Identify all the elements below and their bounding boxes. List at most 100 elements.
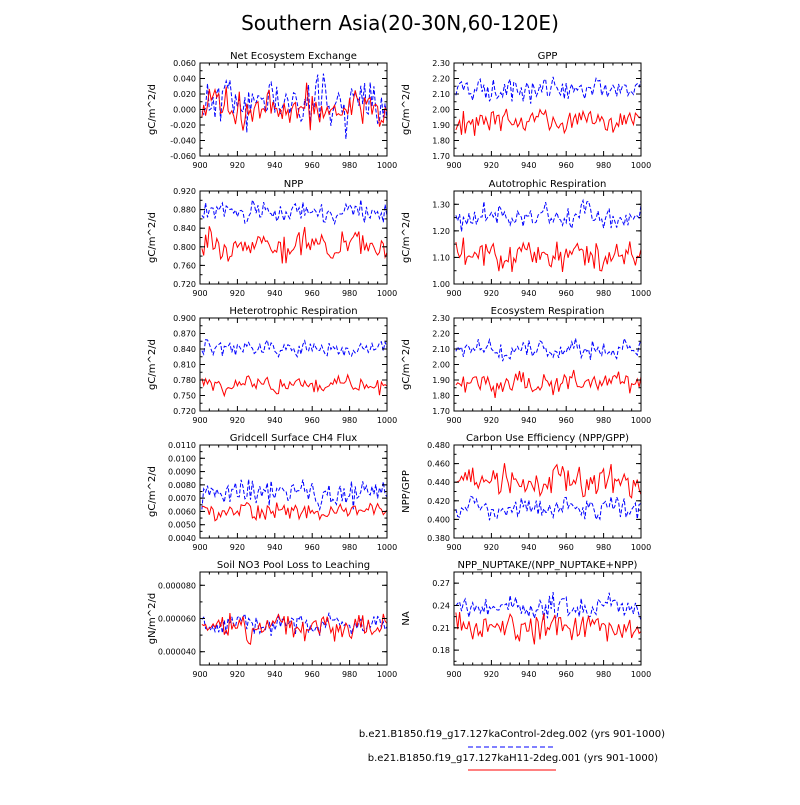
x-tick-label: 940 bbox=[267, 416, 282, 425]
y-tick-label: 0.0100 bbox=[168, 454, 196, 463]
x-tick-label: 920 bbox=[230, 543, 245, 552]
x-tick-label: 980 bbox=[342, 416, 357, 425]
y-tick-label: 1.00 bbox=[432, 280, 450, 289]
y-tick-label: 0.380 bbox=[427, 534, 450, 543]
legend-label-control: b.e21.B1850.f19_g17.127kaControl-2deg.00… bbox=[359, 729, 665, 740]
x-tick-label: 940 bbox=[521, 543, 536, 552]
y-tick-label: 0.720 bbox=[173, 407, 196, 416]
y-tick-label: 0.020 bbox=[173, 90, 196, 99]
panel-title: Ecosystem Respiration bbox=[491, 306, 605, 317]
x-tick-label: 920 bbox=[484, 161, 499, 170]
x-tick-label: 900 bbox=[192, 289, 207, 298]
x-tick-label: 920 bbox=[230, 416, 245, 425]
panel-4: Heterotrophic Respiration gC/m^2/d 900 920 9… bbox=[147, 306, 397, 425]
x-tick-label: 920 bbox=[230, 161, 245, 170]
plot-frame bbox=[453, 317, 642, 412]
x-tick-label: 920 bbox=[484, 289, 499, 298]
x-tick-label: 1000 bbox=[631, 543, 651, 552]
panel-title: Carbon Use Efficiency (NPP/GPP) bbox=[466, 433, 629, 444]
x-tick-label: 940 bbox=[267, 543, 282, 552]
y-tick-label: 1.80 bbox=[432, 137, 450, 146]
y-tick-label: 1.90 bbox=[432, 121, 450, 130]
x-tick-label: 960 bbox=[305, 543, 320, 552]
x-tick-label: 980 bbox=[596, 161, 611, 170]
x-tick-label: 900 bbox=[192, 670, 207, 679]
x-tick-label: 980 bbox=[342, 161, 357, 170]
series-line-h11 bbox=[455, 612, 642, 645]
panel-title: Gridcell Surface CH4 Flux bbox=[230, 433, 358, 444]
y-axis-title: gC/m^2/d bbox=[401, 212, 412, 263]
x-tick-label: 900 bbox=[446, 543, 461, 552]
y-axis-title: gC/m^2/d bbox=[147, 84, 158, 135]
x-tick-label: 960 bbox=[559, 161, 574, 170]
y-tick-label: 0.0070 bbox=[168, 494, 196, 503]
plot-frame bbox=[199, 444, 388, 539]
panel-6: Gridcell Surface CH4 Flux gC/m^2/d 900 920 9… bbox=[147, 433, 397, 552]
y-tick-label: -0.020 bbox=[170, 121, 196, 130]
x-tick-label: 1000 bbox=[377, 670, 397, 679]
y-tick-label: 0.800 bbox=[173, 243, 196, 252]
x-tick-label: 920 bbox=[230, 289, 245, 298]
series-line-h11 bbox=[455, 463, 642, 499]
series-line-h11 bbox=[201, 373, 388, 398]
series-line-control bbox=[201, 479, 388, 512]
y-tick-label: 0.400 bbox=[427, 515, 450, 524]
y-tick-label: 0.18 bbox=[432, 646, 450, 655]
panel-title: GPP bbox=[538, 51, 558, 62]
x-tick-label: 940 bbox=[521, 161, 536, 170]
panel-title: Net Ecosystem Exchange bbox=[230, 51, 357, 62]
y-tick-label: 0.900 bbox=[173, 314, 196, 323]
x-tick-label: 940 bbox=[521, 670, 536, 679]
x-tick-label: 980 bbox=[596, 416, 611, 425]
series-line-control bbox=[201, 338, 388, 358]
y-tick-label: 0.000060 bbox=[158, 615, 196, 624]
y-tick-label: 1.90 bbox=[432, 376, 450, 385]
y-tick-label: 1.70 bbox=[432, 152, 450, 161]
y-tick-label: 0.810 bbox=[173, 361, 196, 370]
x-tick-label: 940 bbox=[267, 161, 282, 170]
y-tick-label: 0.480 bbox=[427, 441, 450, 450]
x-tick-label: 940 bbox=[267, 289, 282, 298]
y-tick-label: 0.780 bbox=[173, 376, 196, 385]
y-tick-label: 0.460 bbox=[427, 460, 450, 469]
y-tick-label: 0.000040 bbox=[158, 648, 196, 657]
x-tick-label: 920 bbox=[484, 416, 499, 425]
panel-2: NPP gC/m^2/d 900 920 940 960 980 1000 0.720 0.760… bbox=[147, 179, 397, 298]
y-tick-label: 2.20 bbox=[432, 330, 450, 339]
y-tick-label: 2.30 bbox=[432, 314, 450, 323]
y-tick-label: -0.040 bbox=[170, 137, 196, 146]
y-tick-label: 0.420 bbox=[427, 497, 450, 506]
y-tick-label: 0.920 bbox=[173, 187, 196, 196]
y-axis-title: gN/m^2/d bbox=[147, 593, 158, 644]
y-tick-label: 0.0080 bbox=[168, 481, 196, 490]
y-tick-label: 0.060 bbox=[173, 59, 196, 68]
x-tick-label: 1000 bbox=[631, 161, 651, 170]
series-line-control bbox=[455, 495, 642, 521]
x-tick-label: 960 bbox=[559, 670, 574, 679]
panel-title: Autotrophic Respiration bbox=[489, 179, 607, 190]
series-line-h11 bbox=[455, 108, 642, 136]
figure-title: Southern Asia(20-30N,60-120E) bbox=[241, 11, 559, 35]
series-line-control bbox=[455, 592, 642, 621]
panel-title: NPP_NUPTAKE/(NPP_NUPTAKE+NPP) bbox=[458, 560, 638, 571]
panel-0: Net Ecosystem Exchange gC/m^2/d 900 920 940 9… bbox=[147, 51, 397, 170]
plot-frame bbox=[199, 317, 388, 412]
panel-1: GPP gC/m^2/d 900 920 940 960 980 1000 1.70 1.80 1.… bbox=[401, 51, 651, 170]
y-tick-label: 0.440 bbox=[427, 478, 450, 487]
panel-title: NPP bbox=[284, 179, 304, 190]
x-tick-label: 1000 bbox=[631, 289, 651, 298]
y-tick-label: 0.0050 bbox=[168, 521, 196, 530]
x-tick-label: 1000 bbox=[377, 416, 397, 425]
y-tick-label: 0.720 bbox=[173, 280, 196, 289]
panel-7: Carbon Use Efficiency (NPP/GPP) NPP/GPP 90… bbox=[401, 433, 651, 552]
x-tick-label: 900 bbox=[446, 289, 461, 298]
series-line-h11 bbox=[201, 612, 388, 646]
plot-frame bbox=[453, 190, 642, 285]
x-tick-label: 900 bbox=[446, 161, 461, 170]
x-tick-label: 940 bbox=[521, 289, 536, 298]
y-tick-label: 0.0090 bbox=[168, 468, 196, 477]
y-tick-label: 2.30 bbox=[432, 59, 450, 68]
series-line-h11 bbox=[201, 82, 388, 131]
series-line-control bbox=[201, 73, 388, 140]
panel-5: Ecosystem Respiration gC/m^2/d 900 920 940 96… bbox=[401, 306, 651, 425]
